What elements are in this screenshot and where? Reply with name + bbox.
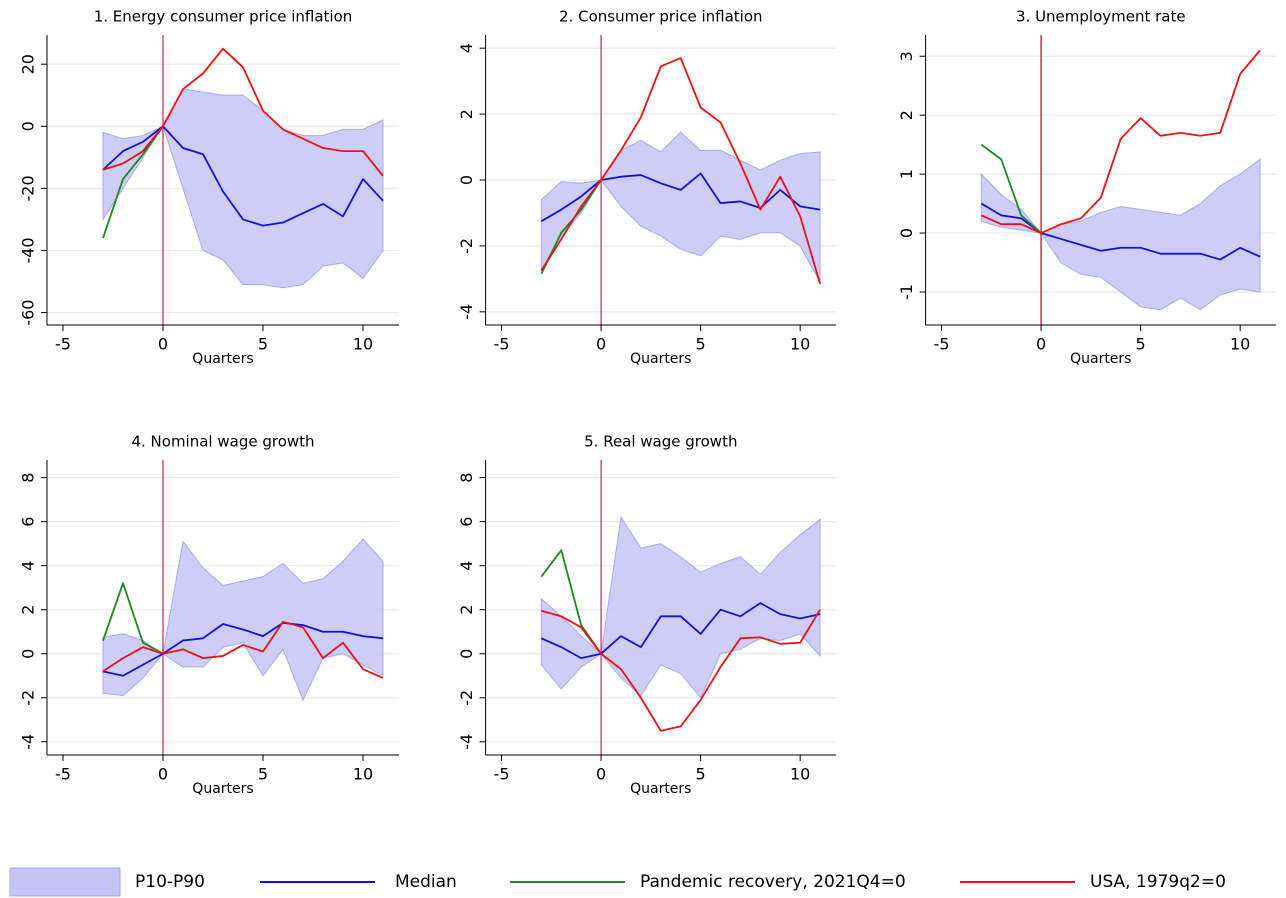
y-tick-label: 2 [19,605,38,615]
series-line [102,47,384,177]
series-line [540,172,821,222]
panel-title: 4. Nominal wage growth [131,433,314,451]
y-tick-label: -2 [457,690,476,706]
y-tick-label: 2 [897,110,916,120]
series-line [540,602,821,660]
x-tick-label: 0 [1036,335,1046,354]
panel: 5. Real wage growth 8 6 4 2 0 -2 -4 -5 0 5 10 Quarte… [457,433,836,797]
series-line [102,582,164,655]
y-tick-label: -4 [19,734,38,750]
band [102,538,384,702]
x-tick-label: 5 [258,765,268,784]
x-tick-label: -5 [494,335,510,354]
legend-label: P10-P90 [135,872,205,892]
series-line [102,125,384,227]
series-line [102,620,384,679]
y-tick-label: 0 [19,649,38,659]
legend-label: Pandemic recovery, 2021Q4=0 [640,872,906,892]
x-tick-label: 0 [596,765,606,784]
y-tick-label: -2 [19,690,38,706]
y-tick-label: -4 [457,304,476,320]
y-tick-label: -1 [897,284,916,300]
y-tick-label: -2 [457,238,476,254]
y-tick-label: 0 [19,121,38,131]
y-tick-label: 1 [897,169,916,179]
x-axis-label: Quarters [630,781,691,797]
panel-title: 5. Real wage growth [584,433,737,451]
panel-title: 3. Unemployment rate [1016,8,1186,26]
band [540,515,821,699]
x-tick-label: -5 [494,765,510,784]
panel-title: 1. Energy consumer price inflation [94,8,353,26]
y-tick-label: 2 [457,605,476,615]
y-tick-label: 0 [897,228,916,238]
panel: 1. Energy consumer price inflation 20 0 -20… [19,8,399,367]
x-tick-label: 5 [258,335,268,354]
x-axis-label: Quarters [1070,351,1131,367]
x-tick-label: 0 [158,765,168,784]
y-tick-label: -60 [19,300,38,326]
x-tick-label: 0 [596,335,606,354]
y-tick-label: 6 [19,517,38,527]
x-tick-label: 0 [158,335,168,354]
series-line [980,143,1042,234]
y-tick-label: -4 [457,734,476,750]
x-tick-label: -5 [934,335,950,354]
series-line [540,57,821,285]
x-tick-label: -5 [55,335,71,354]
panel-title: 2. Consumer price inflation [559,8,762,26]
x-tick-label: 10 [1230,335,1250,354]
y-tick-label: 8 [457,473,476,483]
y-tick-label: 6 [457,517,476,527]
band [980,158,1261,311]
legend-label: Median [395,872,457,892]
series-line [541,609,821,732]
x-tick-label: 10 [790,765,810,784]
y-tick-label: 8 [19,473,38,483]
y-tick-label: 4 [457,43,476,53]
x-tick-label: -5 [55,765,71,784]
series-line [102,622,384,677]
y-tick-label: 4 [457,561,476,571]
legend-label: USA, 1979q2=0 [1090,872,1226,892]
x-tick-label: 10 [353,335,373,354]
x-tick-label: 5 [696,335,706,354]
band [102,88,384,289]
y-tick-label: 2 [457,109,476,119]
x-axis-label: Quarters [192,781,253,797]
y-tick-label: 0 [457,175,476,185]
y-tick-label: 3 [897,51,916,61]
series-line [102,125,164,239]
y-tick-label: 20 [19,54,38,74]
x-tick-label: 10 [353,765,373,784]
y-tick-label: -40 [19,237,38,263]
y-tick-label: 4 [19,561,38,571]
y-tick-label: -20 [19,175,38,201]
x-tick-label: 10 [790,335,810,354]
series-line [980,49,1261,234]
x-axis-label: Quarters [192,351,253,367]
panel: 2. Consumer price inflation 4 2 0 -2 -4 -5 0 5 10… [457,8,836,367]
y-tick-label: 0 [457,649,476,659]
x-tick-label: 5 [696,765,706,784]
x-axis-label: Quarters [630,351,691,367]
series-line [980,202,1261,261]
legend-swatch [9,867,121,897]
panel: 4. Nominal wage growth 8 6 4 2 0 -2 -4 -5 0 5 10 Qua… [19,433,399,797]
x-tick-label: 5 [1136,335,1146,354]
